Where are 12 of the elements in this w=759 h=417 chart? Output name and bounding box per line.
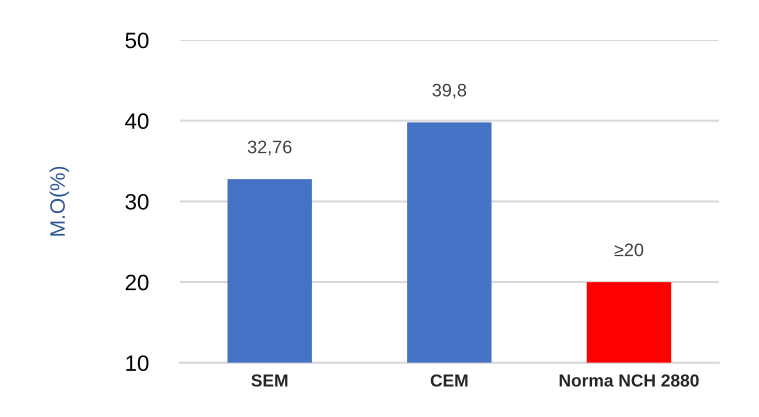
x-tick-label: CEM [430,374,468,387]
data-label: ≥20 [614,244,644,256]
x-tick-label: Norma NCH 2880 [560,374,699,387]
y-tick-label: 40 [125,113,148,129]
data-label: 32,76 [248,140,292,156]
y-axis-title: M.O(%) [50,166,70,236]
y-tick-label: 10 [126,355,148,372]
y-tick-label: 30 [125,194,148,210]
y-tick-label: 50 [126,32,148,48]
y-tick-label: 20 [126,274,148,290]
data-label: 39,8 [432,84,466,99]
x-tick-label: SEM [251,374,288,387]
